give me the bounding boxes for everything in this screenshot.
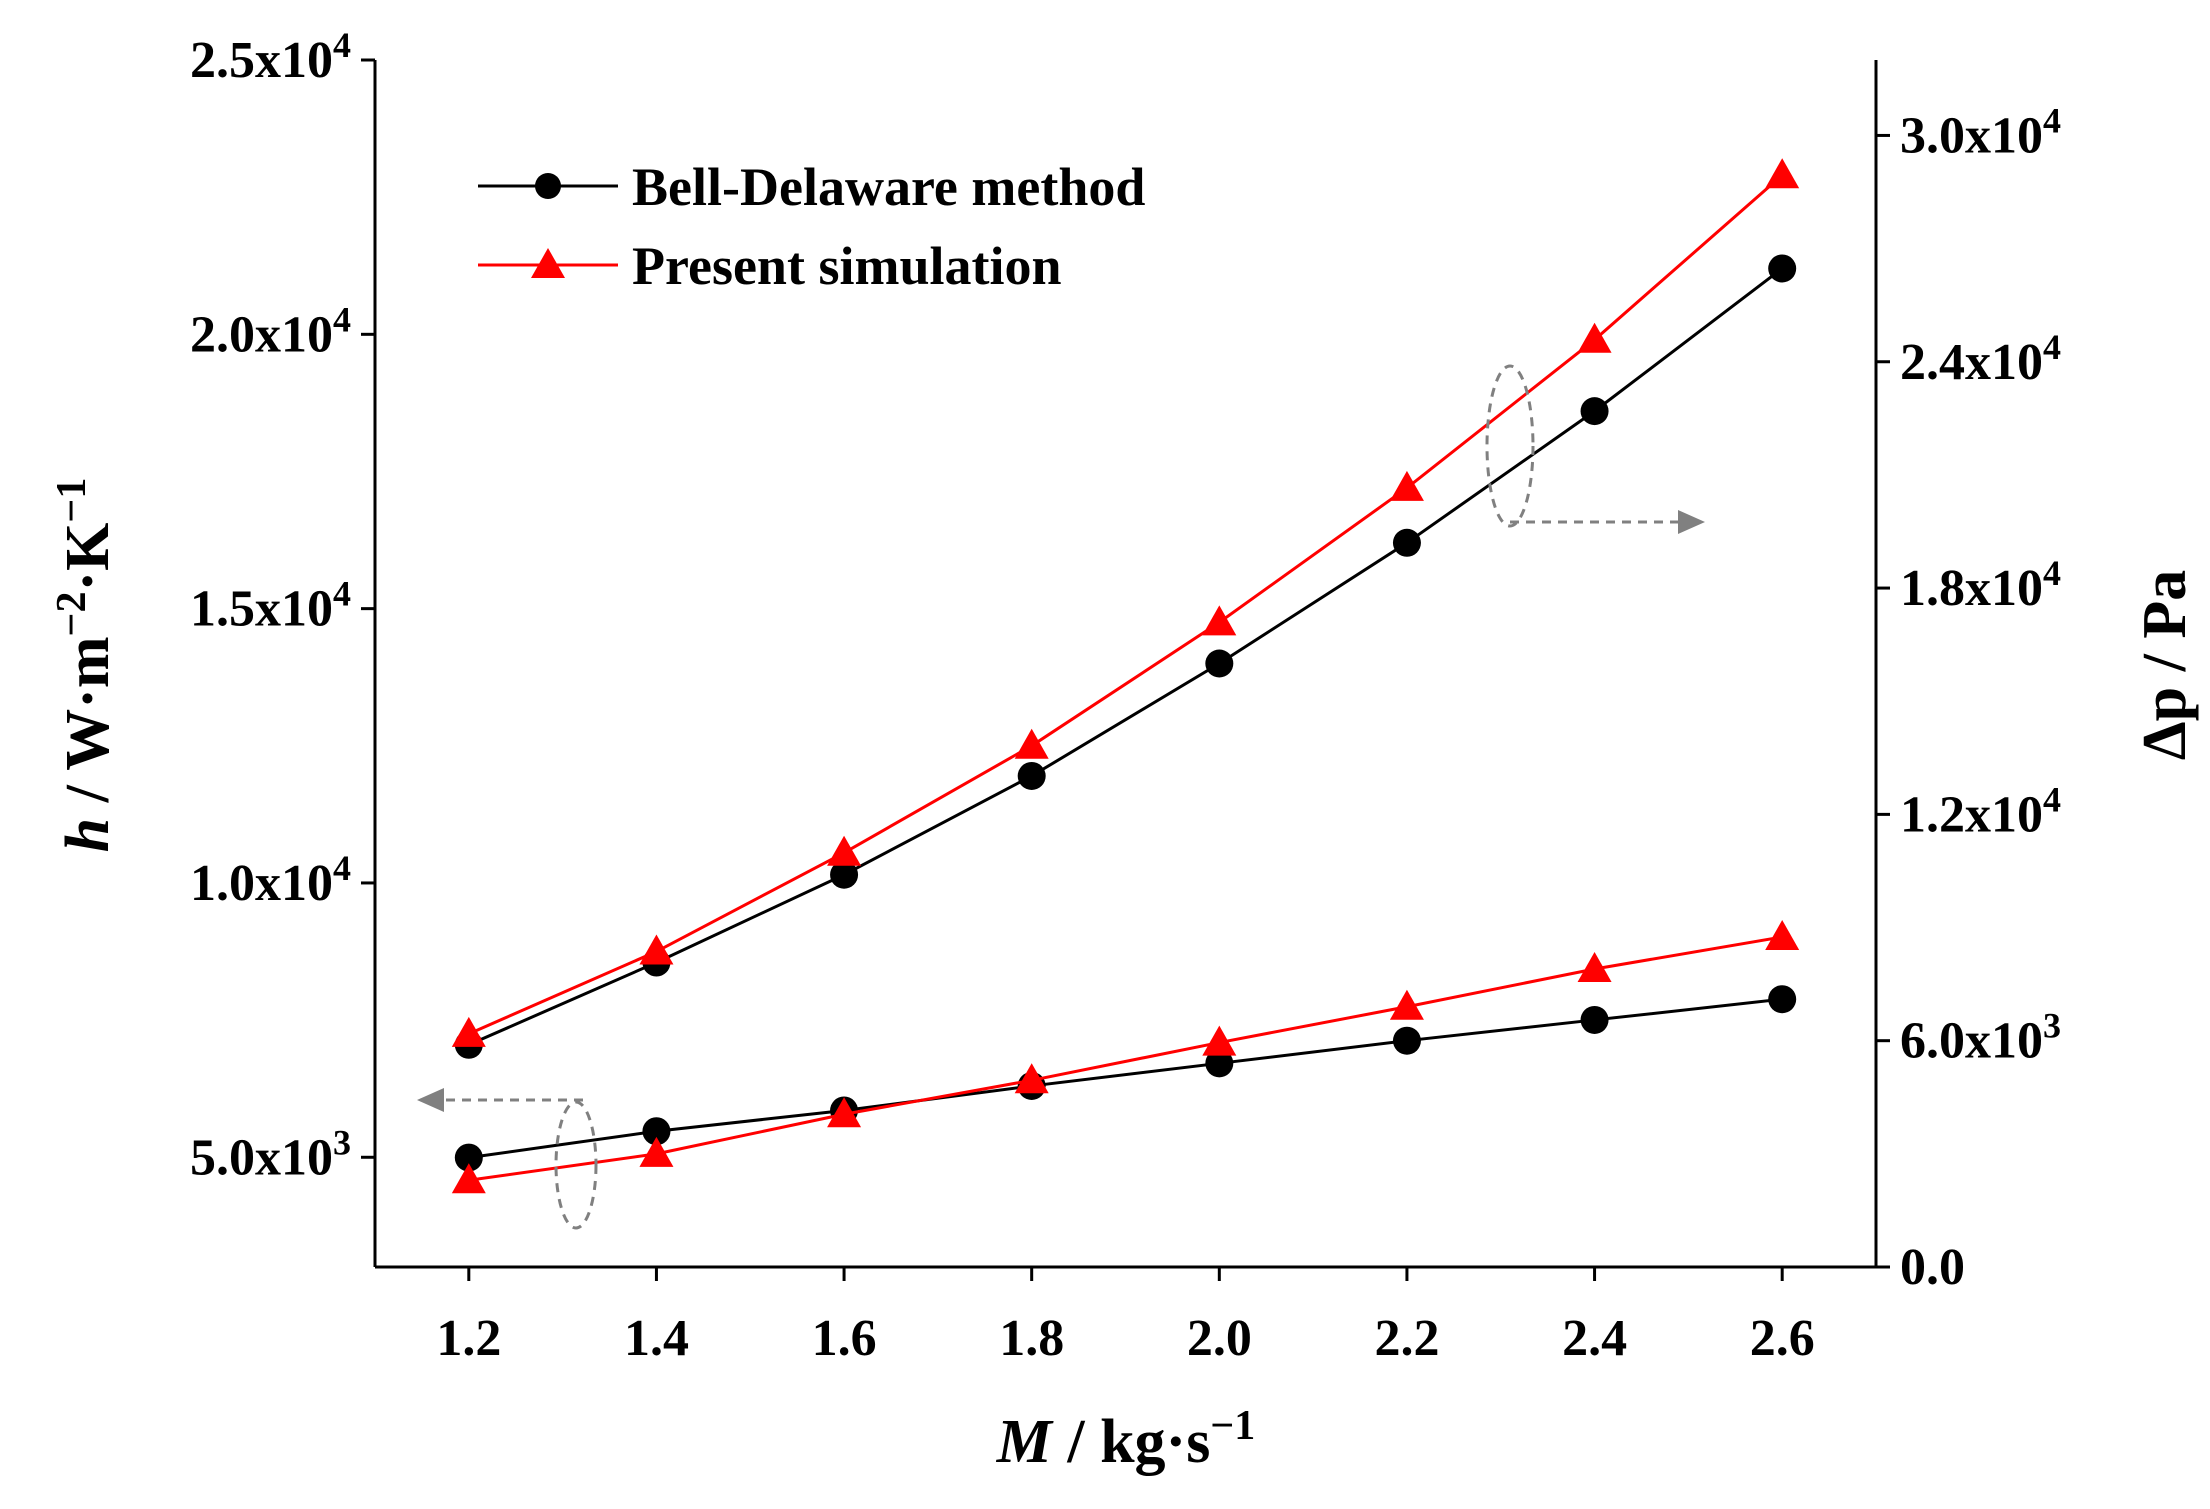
series-layer — [451, 158, 1800, 1194]
x-axis-title-exp: −1 — [1210, 1403, 1255, 1449]
right-tick-label: 0.0 — [1900, 1239, 1965, 1296]
left-tick-label: 2.0x104 — [190, 299, 351, 363]
left-tick-label: 1.0x104 — [190, 848, 351, 912]
data-point — [1017, 761, 1046, 790]
data-point — [1389, 470, 1424, 501]
left-y-axis-title-unit: / W·m — [54, 636, 122, 817]
right-tick-label: 6.0x103 — [1900, 1006, 2061, 1070]
legend-marker-circle — [535, 173, 561, 199]
x-tick-label: 1.8 — [999, 1310, 1064, 1367]
data-point — [1389, 989, 1424, 1020]
right-tick-label: 3.0x104 — [1900, 100, 2061, 164]
annotation-ellipse-dp — [1485, 364, 1535, 528]
left-y-axis-title-exp1: −2 — [49, 591, 95, 636]
data-point — [827, 1097, 862, 1128]
data-point — [1580, 1005, 1609, 1034]
data-point — [454, 1143, 483, 1172]
x-axis-ticks: 1.2 1.4 1.6 1.8 2.0 2.2 2.4 2.6 — [436, 1267, 1815, 1367]
legend-entry-bell-delaware: Bell-Delaware method — [478, 157, 1145, 217]
left-axis-ticks: 5.0x103 1.0x104 1.5x104 2.0x104 2.5x104 — [190, 25, 375, 1186]
right-tick-label: 1.8x104 — [1900, 553, 2061, 617]
right-y-axis-title: Δp / Pa — [2131, 570, 2199, 760]
right-tick-label: 2.4x104 — [1900, 327, 2061, 391]
data-point — [1768, 254, 1797, 283]
series-present-simulation-h — [451, 158, 1800, 1047]
data-point — [451, 1163, 486, 1194]
data-point — [639, 934, 674, 965]
series-present-simulation-dp — [451, 919, 1800, 1194]
left-y-axis-title-exp2: −1 — [49, 478, 95, 523]
legend: Bell-Delaware method Present simulation — [478, 157, 1145, 296]
series-line-bell-delaware-method-h — [468, 267, 1784, 1047]
data-point — [1392, 528, 1421, 557]
left-y-axis-title-var: h — [54, 818, 122, 852]
legend-label-present-simulation: Present simulation — [632, 236, 1062, 296]
right-tick-label: 1.2x104 — [1900, 779, 2061, 843]
series-line-bell-delaware-method-dp — [468, 997, 1783, 1160]
data-point — [1765, 158, 1800, 189]
x-axis-title-var: M — [996, 1408, 1054, 1476]
data-point — [1014, 1063, 1049, 1094]
legend-label-bell-delaware: Bell-Delaware method — [632, 157, 1145, 217]
data-point — [451, 1016, 486, 1047]
right-axis-ticks: 0.0 6.0x103 1.2x104 1.8x104 2.4x104 3.0x104 — [1876, 100, 2061, 1296]
annotation-dp-axis — [1485, 364, 1705, 534]
x-axis-title-unit: / kg·s — [1052, 1408, 1211, 1476]
legend-entry-present-simulation: Present simulation — [478, 236, 1062, 296]
data-point — [1202, 605, 1237, 636]
data-point — [1577, 952, 1612, 983]
series-line-present-simulation-dp — [468, 935, 1783, 1182]
data-point — [639, 1136, 674, 1167]
data-point — [827, 835, 862, 866]
x-tick-label: 2.0 — [1187, 1310, 1252, 1367]
x-tick-label: 1.4 — [624, 1310, 689, 1367]
data-point — [1765, 919, 1800, 950]
data-point — [1202, 1025, 1237, 1056]
data-point — [1577, 322, 1612, 353]
left-tick-label: 2.5x104 — [190, 25, 351, 89]
data-point — [642, 1117, 671, 1146]
x-tick-label: 1.2 — [436, 1310, 501, 1367]
data-point — [1392, 1026, 1421, 1055]
data-point — [1205, 1049, 1234, 1078]
left-tick-label: 5.0x103 — [190, 1122, 351, 1186]
annotation-h-axis — [417, 1088, 598, 1230]
legend-marker-triangle — [531, 248, 565, 278]
series-bell-delaware-method-dp — [454, 985, 1797, 1172]
x-tick-label: 2.4 — [1562, 1310, 1627, 1367]
data-point — [1580, 397, 1609, 426]
x-tick-label: 2.6 — [1750, 1310, 1815, 1367]
left-y-axis-title: h / W·m−2·K−1 — [49, 478, 122, 853]
data-point — [1768, 985, 1797, 1014]
series-line-present-simulation-h — [468, 174, 1784, 1036]
x-tick-label: 1.6 — [812, 1310, 877, 1367]
left-tick-label: 1.5x104 — [190, 574, 351, 638]
left-y-axis-title-mid: ·K — [54, 523, 122, 592]
annotation-ellipse-h — [554, 1100, 598, 1230]
data-point — [1205, 649, 1234, 678]
data-point — [1014, 728, 1049, 759]
x-tick-label: 2.2 — [1374, 1310, 1439, 1367]
data-point — [830, 860, 859, 889]
x-axis-title: M / kg·s−1 — [996, 1403, 1256, 1476]
